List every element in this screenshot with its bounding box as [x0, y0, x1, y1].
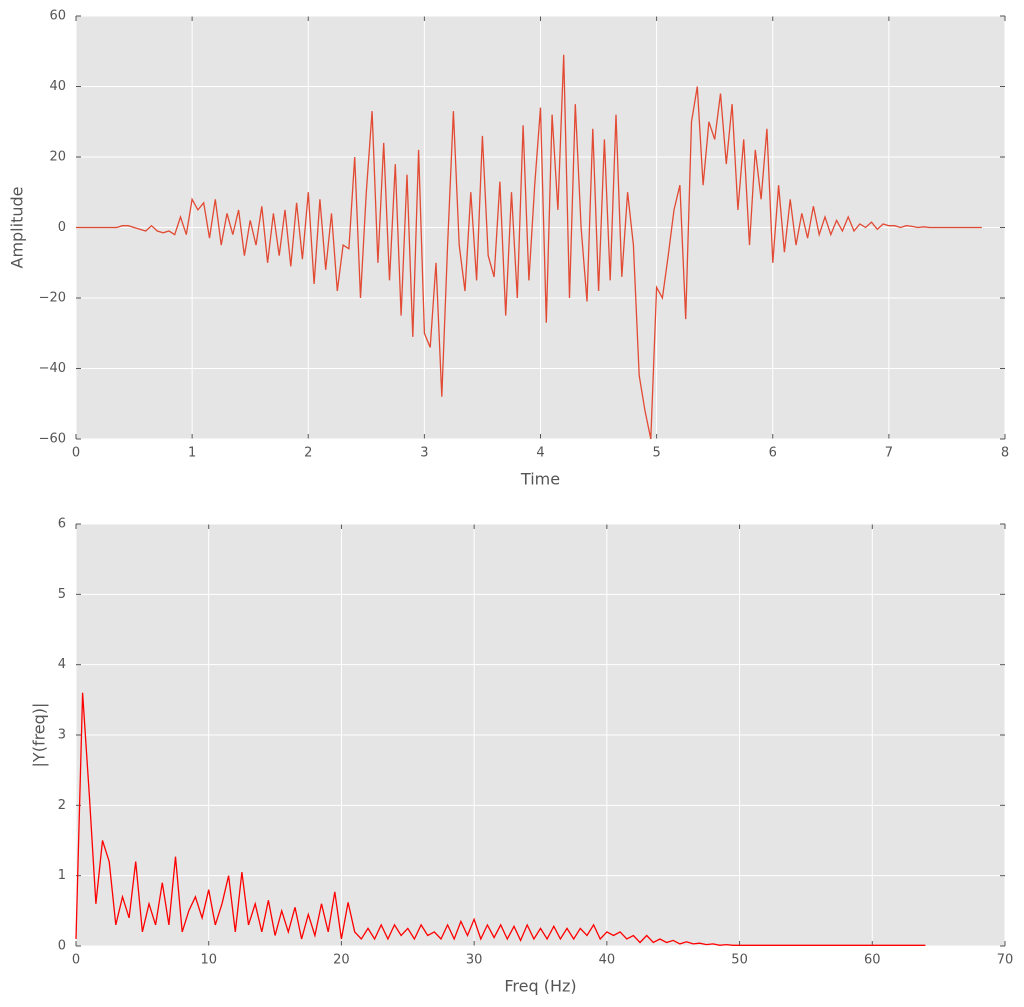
x-tick-label: 40 [599, 953, 616, 968]
y-tick-label: 0 [58, 939, 66, 954]
x-tick-label: 1 [188, 446, 196, 461]
x-axis-label: Time [520, 470, 560, 489]
x-tick-label: 2 [304, 446, 312, 461]
y-axis-label: Amplitude [8, 187, 27, 269]
signal-line [75, 692, 926, 946]
y-tick-label: 6 [58, 517, 66, 532]
x-tick-label: 4 [536, 446, 544, 461]
y-tick-label: 4 [58, 657, 66, 672]
y-tick-label: −60 [39, 432, 66, 447]
y-tick-label: 1 [58, 868, 66, 883]
y-tick-label: 0 [58, 220, 66, 235]
x-tick-label: 3 [420, 446, 428, 461]
x-tick-label: 7 [885, 446, 893, 461]
x-tick-label: 50 [731, 953, 748, 968]
y-tick-label: −20 [39, 291, 66, 306]
x-tick-label: 0 [72, 446, 80, 461]
x-tick-label: 6 [769, 446, 777, 461]
signal-line [76, 54, 982, 440]
x-tick-label: 20 [333, 953, 350, 968]
y-tick-label: 40 [49, 79, 66, 94]
y-axis-label: |Y(freq)| [30, 703, 49, 768]
x-tick-label: 8 [1001, 446, 1009, 461]
x-axis-label: Freq (Hz) [504, 977, 576, 996]
x-tick-label: 0 [72, 953, 80, 968]
x-tick-label: 70 [997, 953, 1014, 968]
y-tick-label: 2 [58, 798, 66, 813]
y-tick-label: 3 [58, 728, 66, 743]
y-tick-label: 5 [58, 587, 66, 602]
y-tick-label: −40 [39, 361, 66, 376]
x-tick-label: 60 [864, 953, 881, 968]
y-tick-label: 20 [49, 150, 66, 165]
x-tick-label: 30 [466, 953, 483, 968]
y-tick-label: 60 [49, 9, 66, 24]
x-tick-label: 10 [200, 953, 217, 968]
x-tick-label: 5 [652, 446, 660, 461]
